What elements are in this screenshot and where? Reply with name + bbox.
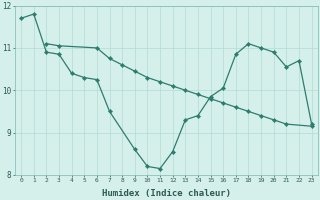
X-axis label: Humidex (Indice chaleur): Humidex (Indice chaleur) [102, 189, 231, 198]
